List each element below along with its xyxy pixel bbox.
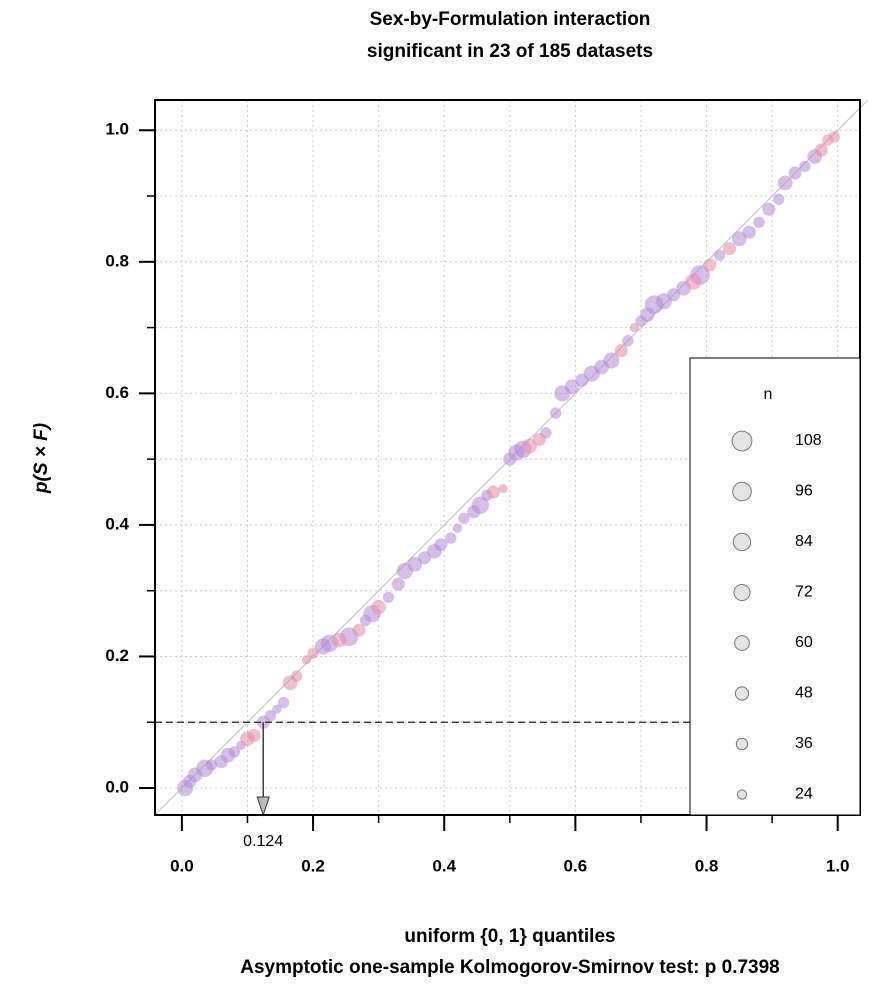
point — [788, 166, 802, 180]
point — [772, 193, 785, 206]
x-tick-label: 0.4 — [432, 856, 456, 875]
point — [603, 352, 620, 369]
x-tick-label: 0.6 — [564, 856, 588, 875]
point — [828, 131, 841, 143]
legend-box — [689, 357, 861, 816]
point — [486, 485, 500, 499]
y-tick-label: 0.8 — [105, 251, 129, 270]
point — [391, 577, 405, 591]
legend-label: 84 — [795, 533, 813, 550]
legend-symbol — [733, 583, 751, 602]
y-tick-label: 1.0 — [105, 120, 129, 139]
point — [277, 696, 290, 709]
legend-symbol — [735, 737, 749, 751]
point — [407, 557, 423, 572]
legend-label: 36 — [795, 735, 813, 752]
point — [777, 175, 793, 191]
point — [564, 379, 580, 395]
critical-label: 0.124 — [243, 833, 283, 850]
y-axis-label: p(S × F) — [31, 423, 52, 494]
point — [247, 728, 261, 742]
point — [458, 512, 470, 525]
point — [614, 344, 628, 358]
x-tick-label: 0.8 — [695, 856, 719, 875]
point — [382, 591, 395, 603]
point — [264, 709, 277, 722]
subtitle: Asymptotic one-sample Kolmogorov-Smirnov… — [240, 957, 780, 978]
y-tick-label: 0.4 — [105, 514, 129, 533]
point — [331, 632, 347, 648]
legend-label: 24 — [795, 786, 813, 803]
point — [471, 496, 489, 514]
legend-label: 48 — [795, 685, 813, 702]
legend-label: 108 — [795, 432, 822, 449]
point — [452, 523, 462, 533]
point — [703, 258, 717, 272]
point — [498, 484, 508, 494]
point — [445, 532, 457, 544]
point — [532, 432, 546, 446]
legend-symbol — [736, 789, 748, 800]
chart-title: Sex-by-Formulation interaction — [370, 9, 651, 30]
point — [622, 335, 634, 347]
point — [290, 670, 303, 682]
point — [713, 249, 726, 261]
point — [814, 143, 828, 157]
point — [685, 273, 702, 290]
x-axis-label: uniform {0, 1} quantiles — [404, 926, 615, 947]
point — [550, 407, 562, 419]
point — [352, 623, 366, 637]
x-tick-label: 0.2 — [301, 856, 325, 875]
x-tick-label: 1.0 — [826, 856, 850, 875]
arrow-head — [256, 796, 270, 817]
point — [228, 746, 241, 758]
legend-label: 96 — [795, 483, 813, 500]
legend-symbol — [734, 686, 750, 701]
point — [307, 647, 319, 659]
legend-symbol — [732, 481, 752, 502]
point — [629, 322, 640, 333]
legend-label: 60 — [795, 634, 813, 651]
point — [722, 242, 737, 256]
point — [371, 599, 386, 615]
legend-label: 72 — [795, 584, 813, 601]
y-tick-label: 0.0 — [105, 778, 129, 797]
point — [272, 704, 282, 714]
legend-title: n — [764, 386, 773, 403]
point — [799, 160, 811, 173]
legend-symbol — [731, 430, 753, 452]
point — [742, 225, 756, 239]
legend-symbol — [734, 635, 750, 651]
chart-title: significant in 23 of 185 datasets — [367, 41, 653, 62]
point — [205, 759, 218, 771]
y-tick-label: 0.2 — [105, 646, 129, 665]
point — [753, 216, 765, 229]
point — [301, 655, 312, 665]
point — [522, 438, 537, 454]
point — [762, 202, 776, 216]
x-tick-label: 0.0 — [170, 856, 194, 875]
y-tick-label: 0.6 — [105, 383, 129, 402]
point — [434, 538, 448, 552]
point — [731, 231, 747, 247]
legend-symbol — [732, 532, 752, 552]
